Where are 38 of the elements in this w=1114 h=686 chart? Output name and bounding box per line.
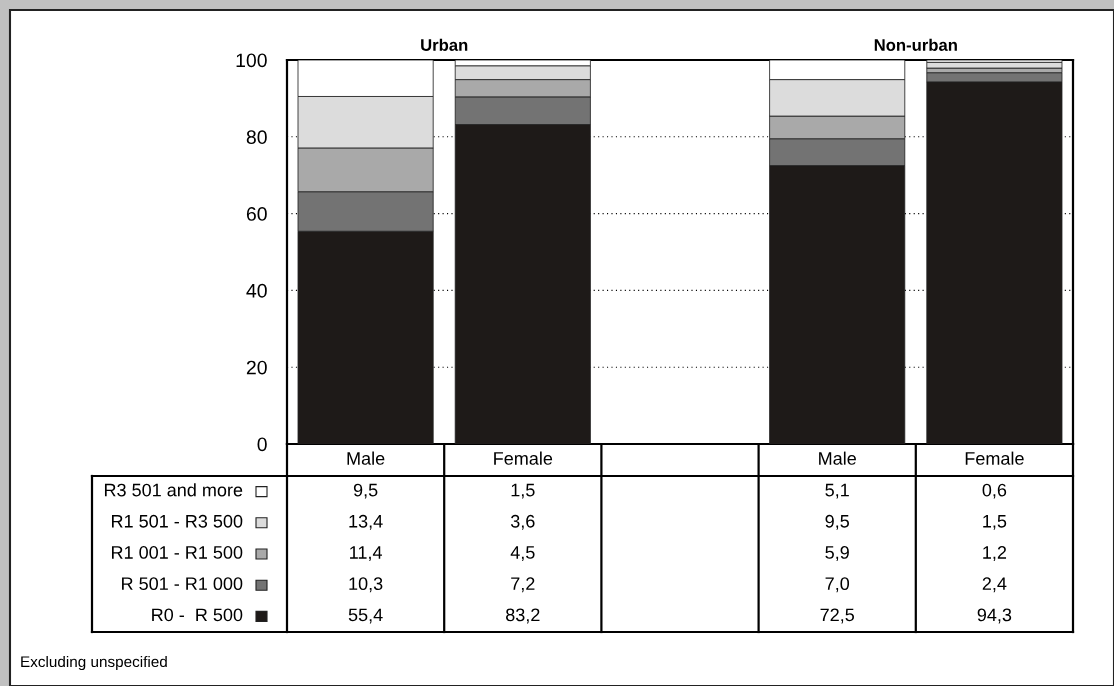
data-label: 1,5 [983, 515, 1007, 530]
legend-label: R1 501 - R3 500 [112, 514, 243, 528]
legend-label: R0 - R 500 [152, 608, 243, 622]
data-label: 7,2 [511, 577, 535, 593]
text: Excluding unspecified [21, 655, 167, 671]
data-label: 1,5 [511, 483, 535, 499]
data-label: 4,5 [510, 546, 535, 561]
x-tick-label: Female [965, 451, 1024, 465]
text: Non-urban [874, 38, 957, 51]
y-tick-label: 40 [246, 283, 267, 298]
y-tick-label: 20 [246, 360, 267, 375]
data-label: 10,3 [349, 577, 383, 593]
data-label: 3,6 [510, 514, 535, 530]
data-label: 94,3 [977, 608, 1012, 624]
data-label: 5,1 [825, 483, 849, 499]
data-label: 55,4 [348, 608, 383, 624]
data-label: 2,4 [982, 577, 1007, 593]
legend-label: R1 001 - R1 500 [112, 546, 243, 559]
text: Urban [421, 38, 468, 51]
data-label: 83,2 [506, 608, 540, 624]
legend-label: R3 501 and more [104, 483, 243, 497]
x-tick-label: Male [347, 451, 385, 465]
data-label: 11,4 [350, 546, 382, 561]
y-tick-label: 100 [236, 53, 267, 68]
y-tick-label: 0 [257, 437, 267, 452]
data-label: 9,5 [353, 483, 378, 499]
x-tick-label: Male [819, 451, 856, 465]
data-label: 0,6 [982, 483, 1007, 499]
y-tick-label: 60 [246, 207, 267, 221]
legend-label: R 501 - R1 000 [122, 577, 243, 591]
data-label: 7,0 [825, 577, 850, 593]
data-label: 1,2 [983, 546, 1007, 561]
x-tick-label: Female [494, 451, 553, 465]
y-tick-label: 80 [246, 130, 267, 145]
data-label: 13,4 [349, 514, 383, 530]
data-label: 72,5 [820, 608, 855, 624]
data-label: 9,5 [825, 514, 849, 530]
data-label: 5,9 [825, 546, 849, 561]
